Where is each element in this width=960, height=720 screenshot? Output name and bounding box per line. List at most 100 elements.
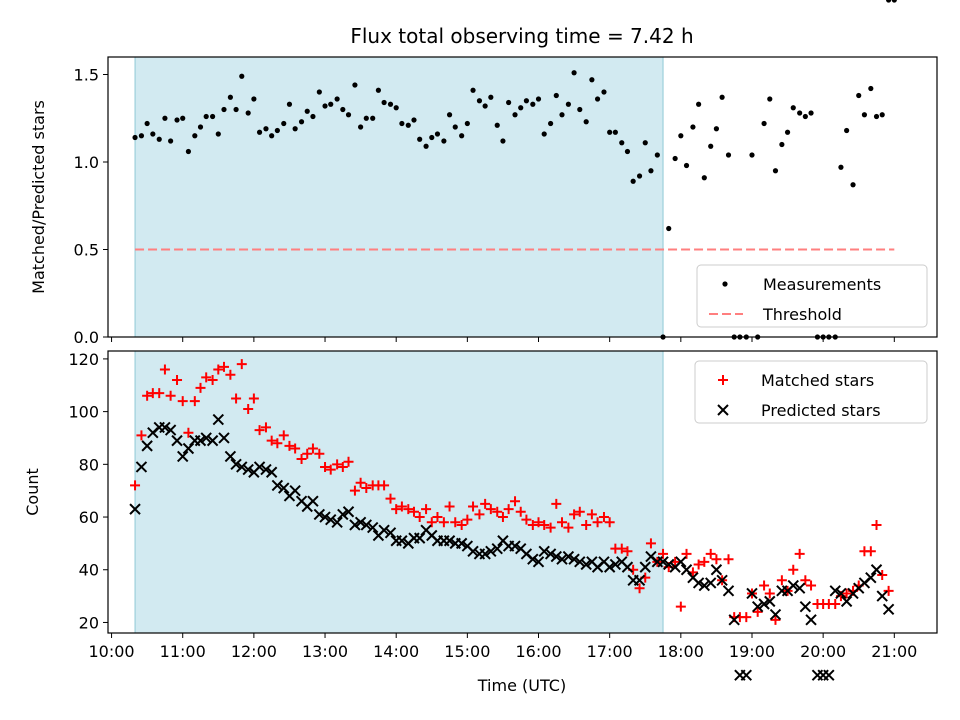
data-point — [408, 506, 419, 517]
data-point — [325, 464, 336, 475]
data-point — [772, 168, 779, 174]
data-point — [284, 440, 295, 451]
data-point — [871, 519, 882, 530]
data-point — [354, 516, 367, 529]
data-point — [379, 480, 390, 491]
data-point — [622, 546, 633, 557]
data-point — [621, 561, 634, 573]
x-tick-label: 18:00 — [658, 642, 704, 661]
observing-window-shade — [134, 56, 664, 338]
data-point — [319, 511, 331, 523]
data-point — [213, 364, 224, 375]
data-point — [349, 519, 361, 531]
data-point — [203, 113, 209, 120]
data-point — [530, 101, 536, 107]
data-point — [370, 115, 376, 121]
legend-marker — [717, 404, 729, 416]
data-point — [776, 575, 787, 586]
data-point — [210, 113, 216, 120]
y-tick-label: 80 — [79, 455, 99, 474]
data-point — [876, 590, 888, 602]
x-tick-label: 20:00 — [800, 642, 846, 661]
data-point — [328, 101, 334, 107]
data-point — [156, 136, 162, 142]
data-point — [396, 501, 407, 512]
data-point — [509, 540, 521, 552]
data-point — [636, 173, 643, 179]
data-point — [281, 120, 287, 127]
data-point — [302, 448, 313, 459]
data-point — [723, 554, 734, 565]
data-point — [307, 443, 318, 454]
data-point — [861, 112, 868, 118]
data-point — [253, 461, 266, 473]
data-point — [192, 133, 198, 139]
data-point — [696, 101, 702, 107]
data-point — [165, 390, 176, 401]
data-point — [271, 479, 284, 492]
data-point — [363, 115, 369, 121]
data-point — [320, 461, 331, 472]
data-point — [604, 517, 615, 528]
data-point — [538, 545, 550, 558]
data-point — [699, 556, 710, 567]
data-point — [162, 115, 168, 121]
x-tick-label: 15:00 — [444, 642, 490, 661]
data-point — [349, 485, 360, 496]
data-point — [601, 89, 607, 95]
legend-label: Matched stars — [761, 371, 874, 390]
data-point — [212, 413, 225, 426]
data-point — [385, 493, 396, 504]
data-point — [634, 583, 645, 594]
data-point — [325, 513, 337, 526]
data-point — [340, 106, 346, 113]
data-point — [630, 178, 636, 184]
data-point — [823, 669, 835, 681]
data-point — [337, 461, 348, 472]
data-point — [159, 364, 170, 375]
data-point — [793, 582, 806, 594]
data-point — [879, 112, 885, 118]
y-tick-label: 60 — [79, 508, 99, 527]
data-point — [581, 519, 592, 530]
data-point — [675, 601, 686, 612]
data-point — [194, 434, 207, 447]
data-point — [764, 588, 775, 599]
data-point — [183, 427, 194, 438]
data-point — [450, 517, 461, 528]
data-point — [135, 461, 148, 473]
data-point — [154, 388, 165, 399]
data-point — [850, 182, 856, 188]
data-point — [865, 571, 877, 584]
data-point — [512, 112, 518, 118]
data-point — [657, 556, 669, 568]
data-point — [242, 463, 254, 476]
data-point — [654, 152, 660, 158]
data-point — [705, 577, 717, 589]
data-point — [218, 361, 229, 372]
data-point — [313, 508, 326, 521]
data-point — [452, 124, 458, 130]
data-point — [310, 113, 316, 120]
data-point — [594, 96, 601, 102]
data-point — [497, 512, 508, 523]
data-point — [577, 106, 583, 113]
x-tick-label: 19:00 — [729, 642, 775, 661]
data-point — [770, 614, 781, 625]
data-point — [800, 575, 811, 586]
data-point — [136, 430, 147, 441]
data-point — [180, 115, 186, 121]
data-point — [278, 482, 290, 494]
data-point — [132, 134, 138, 141]
data-point — [802, 113, 808, 120]
data-point — [571, 70, 577, 76]
data-point — [806, 580, 817, 591]
data-point — [639, 561, 651, 573]
data-point — [805, 614, 817, 626]
data-point — [414, 512, 425, 523]
data-point — [265, 466, 278, 478]
data-point — [290, 443, 301, 454]
data-point — [218, 432, 230, 444]
legend-marker — [718, 375, 728, 385]
